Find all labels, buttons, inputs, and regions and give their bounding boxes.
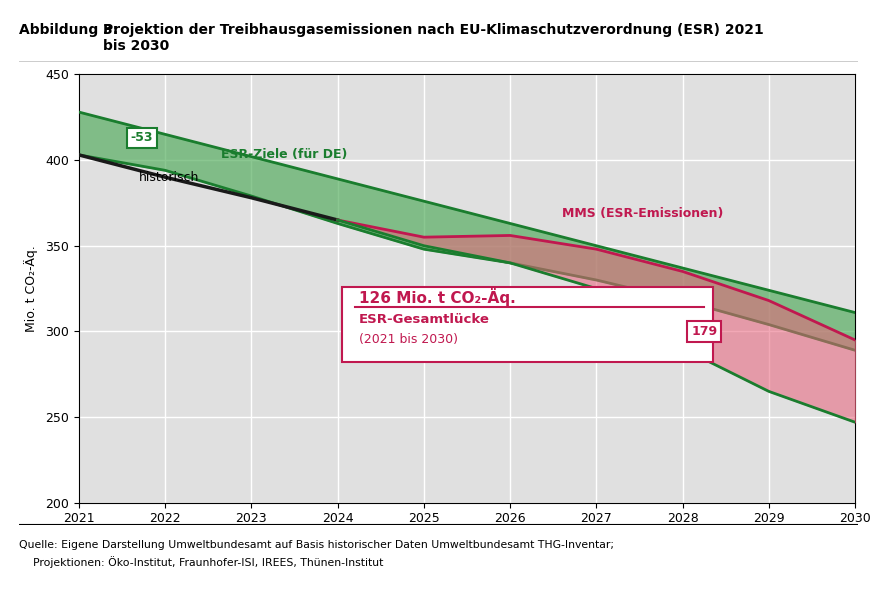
FancyBboxPatch shape bbox=[342, 287, 713, 362]
Text: (2021 bis 2030): (2021 bis 2030) bbox=[360, 333, 458, 346]
Text: ESR-Gesamtlücke: ESR-Gesamtlücke bbox=[360, 313, 490, 326]
Text: Abbildung 3:: Abbildung 3: bbox=[19, 23, 118, 37]
Y-axis label: Mio. t CO₂-Äq.: Mio. t CO₂-Äq. bbox=[25, 245, 39, 332]
Text: 126 Mio. t CO₂-Äq.: 126 Mio. t CO₂-Äq. bbox=[360, 288, 516, 306]
Text: historisch: historisch bbox=[139, 171, 200, 184]
Text: Projektion der Treibhausgasemissionen nach EU-Klimaschutzverordnung (ESR) 2021
b: Projektion der Treibhausgasemissionen na… bbox=[103, 23, 764, 53]
Text: Quelle: Eigene Darstellung Umweltbundesamt auf Basis historischer Daten Umweltbu: Quelle: Eigene Darstellung Umweltbundesa… bbox=[19, 540, 614, 550]
Text: ESR-Ziele (für DE): ESR-Ziele (für DE) bbox=[221, 148, 347, 161]
Text: 179: 179 bbox=[691, 325, 717, 338]
Text: Projektionen: Öko-Institut, Fraunhofer-ISI, IREES, Thünen-Institut: Projektionen: Öko-Institut, Fraunhofer-I… bbox=[19, 556, 383, 568]
Text: -53: -53 bbox=[131, 131, 153, 144]
Text: MMS (ESR-Emissionen): MMS (ESR-Emissionen) bbox=[562, 206, 724, 220]
